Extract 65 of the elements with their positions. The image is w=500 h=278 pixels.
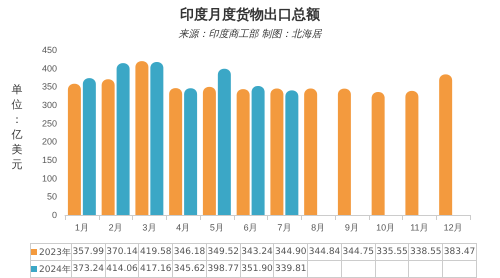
x-tick-label: 4月 xyxy=(176,222,190,232)
data-label: 357.99 xyxy=(71,244,106,260)
bar xyxy=(285,90,298,215)
x-tick-label: 9月 xyxy=(344,222,359,232)
bar xyxy=(304,88,318,215)
legend-label: 2023年 xyxy=(30,244,72,260)
data-label: 344.90 xyxy=(274,244,308,260)
data-label: 414.06 xyxy=(105,260,139,278)
y-tick-label: 450 xyxy=(42,45,57,55)
data-label: 343.24 xyxy=(240,244,274,260)
x-tick-label: 6月 xyxy=(244,222,258,232)
bar xyxy=(102,79,115,215)
bar xyxy=(338,88,351,215)
y-tick-label: 150 xyxy=(42,155,57,165)
data-label: 335.55 xyxy=(375,244,409,260)
bar xyxy=(135,61,148,215)
y-tick-label: 200 xyxy=(42,136,57,147)
y-axis-title: 单位：亿美元 xyxy=(10,82,24,172)
bar xyxy=(202,86,216,215)
bar xyxy=(184,88,198,215)
x-tick-label: 11月 xyxy=(410,222,429,232)
bar xyxy=(270,88,284,215)
y-tick-label: 0 xyxy=(52,210,57,220)
data-label: 338.55 xyxy=(408,244,443,260)
bar xyxy=(116,63,130,215)
data-label: 346.18 xyxy=(172,244,206,260)
data-label: 398.77 xyxy=(206,260,240,278)
y-tick-label: 250 xyxy=(42,118,57,128)
legend-label: 2024年 xyxy=(30,260,72,278)
y-tick-label: 400 xyxy=(42,63,57,74)
y-tick-label: 100 xyxy=(42,173,57,184)
bar xyxy=(405,90,418,215)
data-label: 417.16 xyxy=(138,260,173,278)
y-tick-label: 300 xyxy=(42,100,57,110)
data-label: 351.90 xyxy=(240,260,274,278)
y-tick-label: 350 xyxy=(42,82,57,92)
x-tick-label: 10月 xyxy=(376,222,396,232)
data-label: 344.75 xyxy=(341,244,376,260)
chart-title: 印度月度货物出口总额 xyxy=(179,6,321,24)
data-label: 370.14 xyxy=(105,244,139,260)
x-tick-label: 7月 xyxy=(277,222,292,232)
x-tick-label: 12月 xyxy=(444,222,463,232)
bar xyxy=(68,84,81,215)
bar xyxy=(236,89,250,215)
bar xyxy=(150,62,164,215)
bar xyxy=(372,92,385,215)
x-tick-label: 2月 xyxy=(108,222,123,232)
chart-subtitle: 来源：印度商工部 制图：北海居 xyxy=(177,28,323,41)
data-label: 339.81 xyxy=(274,260,308,278)
bar xyxy=(439,74,452,215)
data-label: 344.84 xyxy=(308,244,342,260)
data-label: 383.47 xyxy=(442,244,476,260)
data-label: 373.24 xyxy=(71,260,106,278)
data-label: 419.58 xyxy=(138,244,173,260)
x-tick-label: 1月 xyxy=(74,222,89,232)
x-tick-label: 5月 xyxy=(210,222,224,232)
bar xyxy=(82,78,96,215)
x-tick-label: 3月 xyxy=(142,222,156,232)
bar xyxy=(169,88,182,215)
x-tick-label: 8月 xyxy=(311,222,326,232)
bar xyxy=(218,68,231,215)
y-tick-label: 50 xyxy=(46,192,57,202)
bar xyxy=(252,86,265,215)
data-label: 345.62 xyxy=(172,260,206,278)
data-label: 349.52 xyxy=(206,244,240,260)
